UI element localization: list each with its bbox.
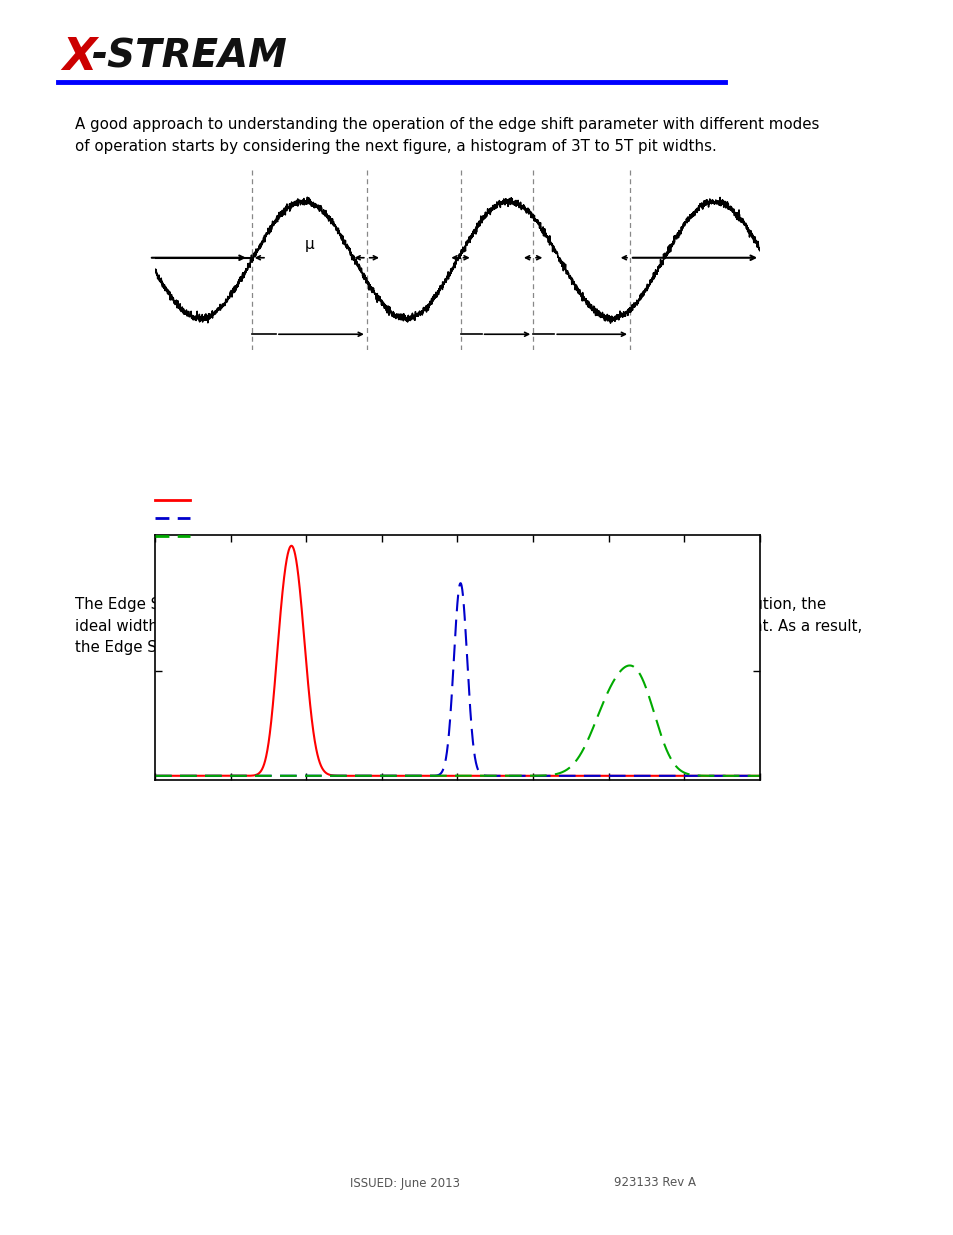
Text: X: X	[62, 36, 96, 79]
Text: μ: μ	[304, 237, 314, 252]
Text: A good approach to understanding the operation of the edge shift parameter with : A good approach to understanding the ope…	[75, 117, 819, 153]
Text: ISSUED: June 2013: ISSUED: June 2013	[350, 1177, 459, 1189]
Text: 923133 Rev A: 923133 Rev A	[614, 1177, 696, 1189]
Text: -STREAM: -STREAM	[91, 38, 287, 77]
Text: The Edge Shift parameter takes on each of these distributions separately. For ea: The Edge Shift parameter takes on each o…	[75, 597, 862, 656]
